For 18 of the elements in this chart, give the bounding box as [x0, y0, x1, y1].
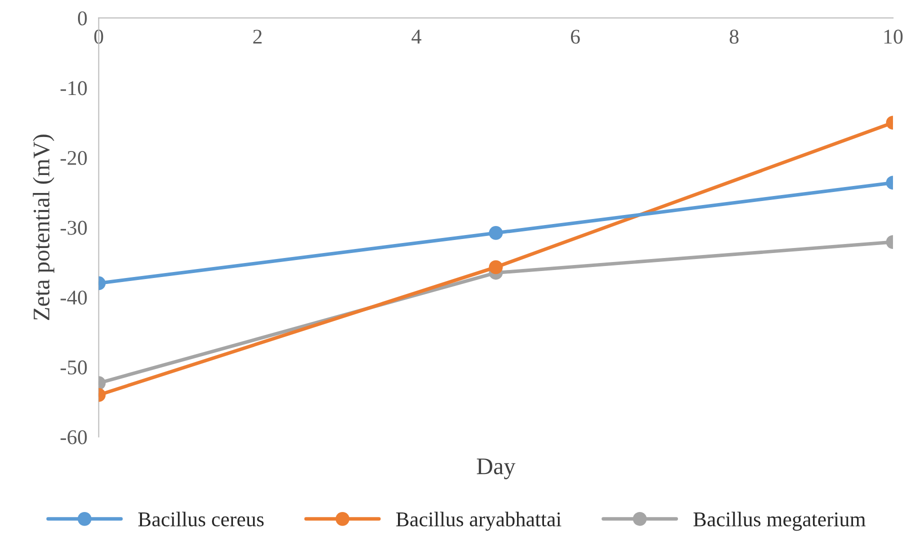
x-tick-label: 0: [94, 30, 104, 44]
x-tick-label: 8: [730, 30, 739, 44]
y-tick-label: -40: [60, 290, 87, 305]
y-tick-label: 0: [78, 11, 87, 26]
y-tick-label: -30: [60, 220, 87, 235]
x-tick-label: 2: [253, 30, 262, 44]
y-tick-label: -20: [60, 150, 87, 166]
x-tick-label: 10: [884, 30, 903, 44]
y-axis-title: Zeta potential (mV): [32, 134, 54, 320]
x-tick-label: 6: [570, 30, 580, 44]
legend-label: Bacillus cereus: [138, 512, 264, 526]
legend-label: Bacillus megaterium: [694, 512, 866, 531]
x-axis-title: Day: [476, 458, 516, 480]
y-tick-label: -60: [60, 430, 87, 444]
x-tick-label: 4: [412, 30, 422, 44]
y-tick-label: -50: [60, 360, 87, 374]
y-tick-label: -10: [60, 81, 87, 96]
legend-label: Bacillus aryabhattai: [396, 512, 562, 531]
